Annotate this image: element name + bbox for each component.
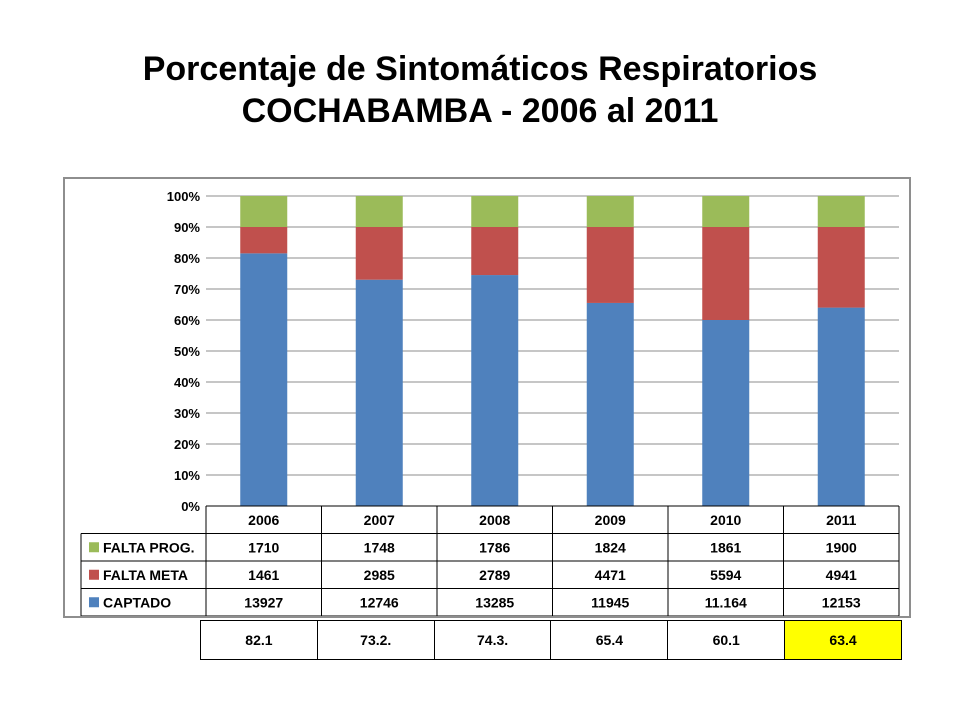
percentage-cell: 65.4 bbox=[551, 621, 669, 659]
bar-segment-captado bbox=[702, 320, 750, 506]
table-value: 11945 bbox=[591, 594, 629, 610]
bar-segment-falta-meta bbox=[817, 227, 865, 308]
percentage-cell: 73.2. bbox=[318, 621, 435, 659]
legend-swatch-falta-meta bbox=[89, 569, 99, 580]
bar-segment-falta-prog bbox=[702, 196, 750, 227]
y-tick-label: 20% bbox=[174, 437, 200, 452]
bar-segment-falta-prog bbox=[817, 196, 865, 227]
y-tick-label: 80% bbox=[174, 251, 200, 266]
table-value: 12153 bbox=[822, 594, 861, 610]
x-category-label: 2011 bbox=[826, 512, 857, 528]
y-tick-label: 60% bbox=[174, 313, 200, 328]
y-tick-label: 30% bbox=[174, 406, 200, 421]
x-category-label: 2006 bbox=[248, 512, 279, 528]
bar-segment-falta-meta bbox=[586, 227, 634, 303]
bar-segment-falta-meta bbox=[471, 227, 519, 276]
table-value: 1461 bbox=[248, 567, 279, 583]
table-value: 11.164 bbox=[705, 594, 747, 610]
table-value: 4471 bbox=[595, 567, 626, 583]
bar-segment-captado bbox=[240, 253, 288, 506]
chart-title-line1: Porcentaje de Sintomáticos Respiratorios bbox=[142, 50, 818, 88]
y-tick-label: 50% bbox=[174, 344, 200, 359]
percentage-cell: 74.3. bbox=[435, 621, 552, 659]
y-tick-label: 90% bbox=[174, 220, 200, 235]
bar-segment-captado bbox=[586, 302, 634, 506]
table-value: 1900 bbox=[826, 539, 857, 555]
percentage-cell: 82.1 bbox=[201, 621, 318, 659]
chart-title-line2: COCHABAMBA - 2006 al 2011 bbox=[241, 92, 719, 130]
percentage-cell: 63.4 bbox=[785, 621, 901, 659]
percentage-row: 82.1 73.2. 74.3. 65.4 60.1 63.4 bbox=[200, 620, 902, 660]
bar-segment-falta-meta bbox=[702, 227, 750, 320]
bar-segment-falta-meta bbox=[240, 227, 288, 254]
bar-segment-captado bbox=[817, 307, 865, 506]
bar-segment-falta-meta bbox=[355, 227, 403, 280]
x-category-label: 2007 bbox=[364, 512, 395, 528]
percentage-cell: 60.1 bbox=[668, 621, 786, 659]
bar-segment-captado bbox=[355, 279, 403, 506]
legend-swatch-falta-prog bbox=[89, 542, 99, 553]
y-tick-label: 100% bbox=[167, 189, 201, 204]
x-category-label: 2010 bbox=[710, 512, 741, 528]
table-value: 1861 bbox=[710, 539, 741, 555]
bar-segment-falta-prog bbox=[240, 196, 288, 227]
table-value: 1748 bbox=[364, 539, 395, 555]
table-value: 12746 bbox=[360, 594, 399, 610]
legend-label-captado: CAPTADO bbox=[103, 594, 171, 610]
chart-area: 0% 10% 20% 30% 40% 50% 60% 70% 80% 90% 100% 2006 200… bbox=[63, 177, 911, 618]
bar-segment-falta-prog bbox=[355, 196, 403, 227]
y-tick-label: 40% bbox=[174, 375, 200, 390]
bar-segment-falta-prog bbox=[586, 196, 634, 227]
legend-label-falta-meta: FALTA META bbox=[103, 567, 188, 583]
table-value: 5594 bbox=[710, 567, 741, 583]
legend-label-falta-prog: FALTA PROG. bbox=[103, 539, 195, 555]
table-value: 4941 bbox=[826, 567, 857, 583]
table-value: 13927 bbox=[244, 594, 283, 610]
table-value: 1710 bbox=[248, 539, 279, 555]
chart-title: Porcentaje de Sintomáticos Respiratorios… bbox=[0, 48, 960, 132]
legend-swatch-captado bbox=[89, 597, 99, 608]
bar-segment-falta-prog bbox=[471, 196, 519, 227]
table-value: 13285 bbox=[475, 594, 514, 610]
stacked-bar-chart: 0% 10% 20% 30% 40% 50% 60% 70% 80% 90% 100% 2006 200… bbox=[80, 189, 900, 616]
table-value: 1824 bbox=[595, 539, 626, 555]
y-tick-label: 70% bbox=[174, 282, 200, 297]
table-value: 2985 bbox=[364, 567, 395, 583]
table-value: 2789 bbox=[479, 567, 510, 583]
table-value: 1786 bbox=[479, 539, 510, 555]
bar-segment-captado bbox=[471, 275, 519, 506]
x-category-label: 2008 bbox=[479, 512, 510, 528]
y-tick-label: 0% bbox=[181, 499, 200, 514]
y-tick-label: 10% bbox=[174, 468, 200, 483]
x-category-label: 2009 bbox=[595, 512, 626, 528]
